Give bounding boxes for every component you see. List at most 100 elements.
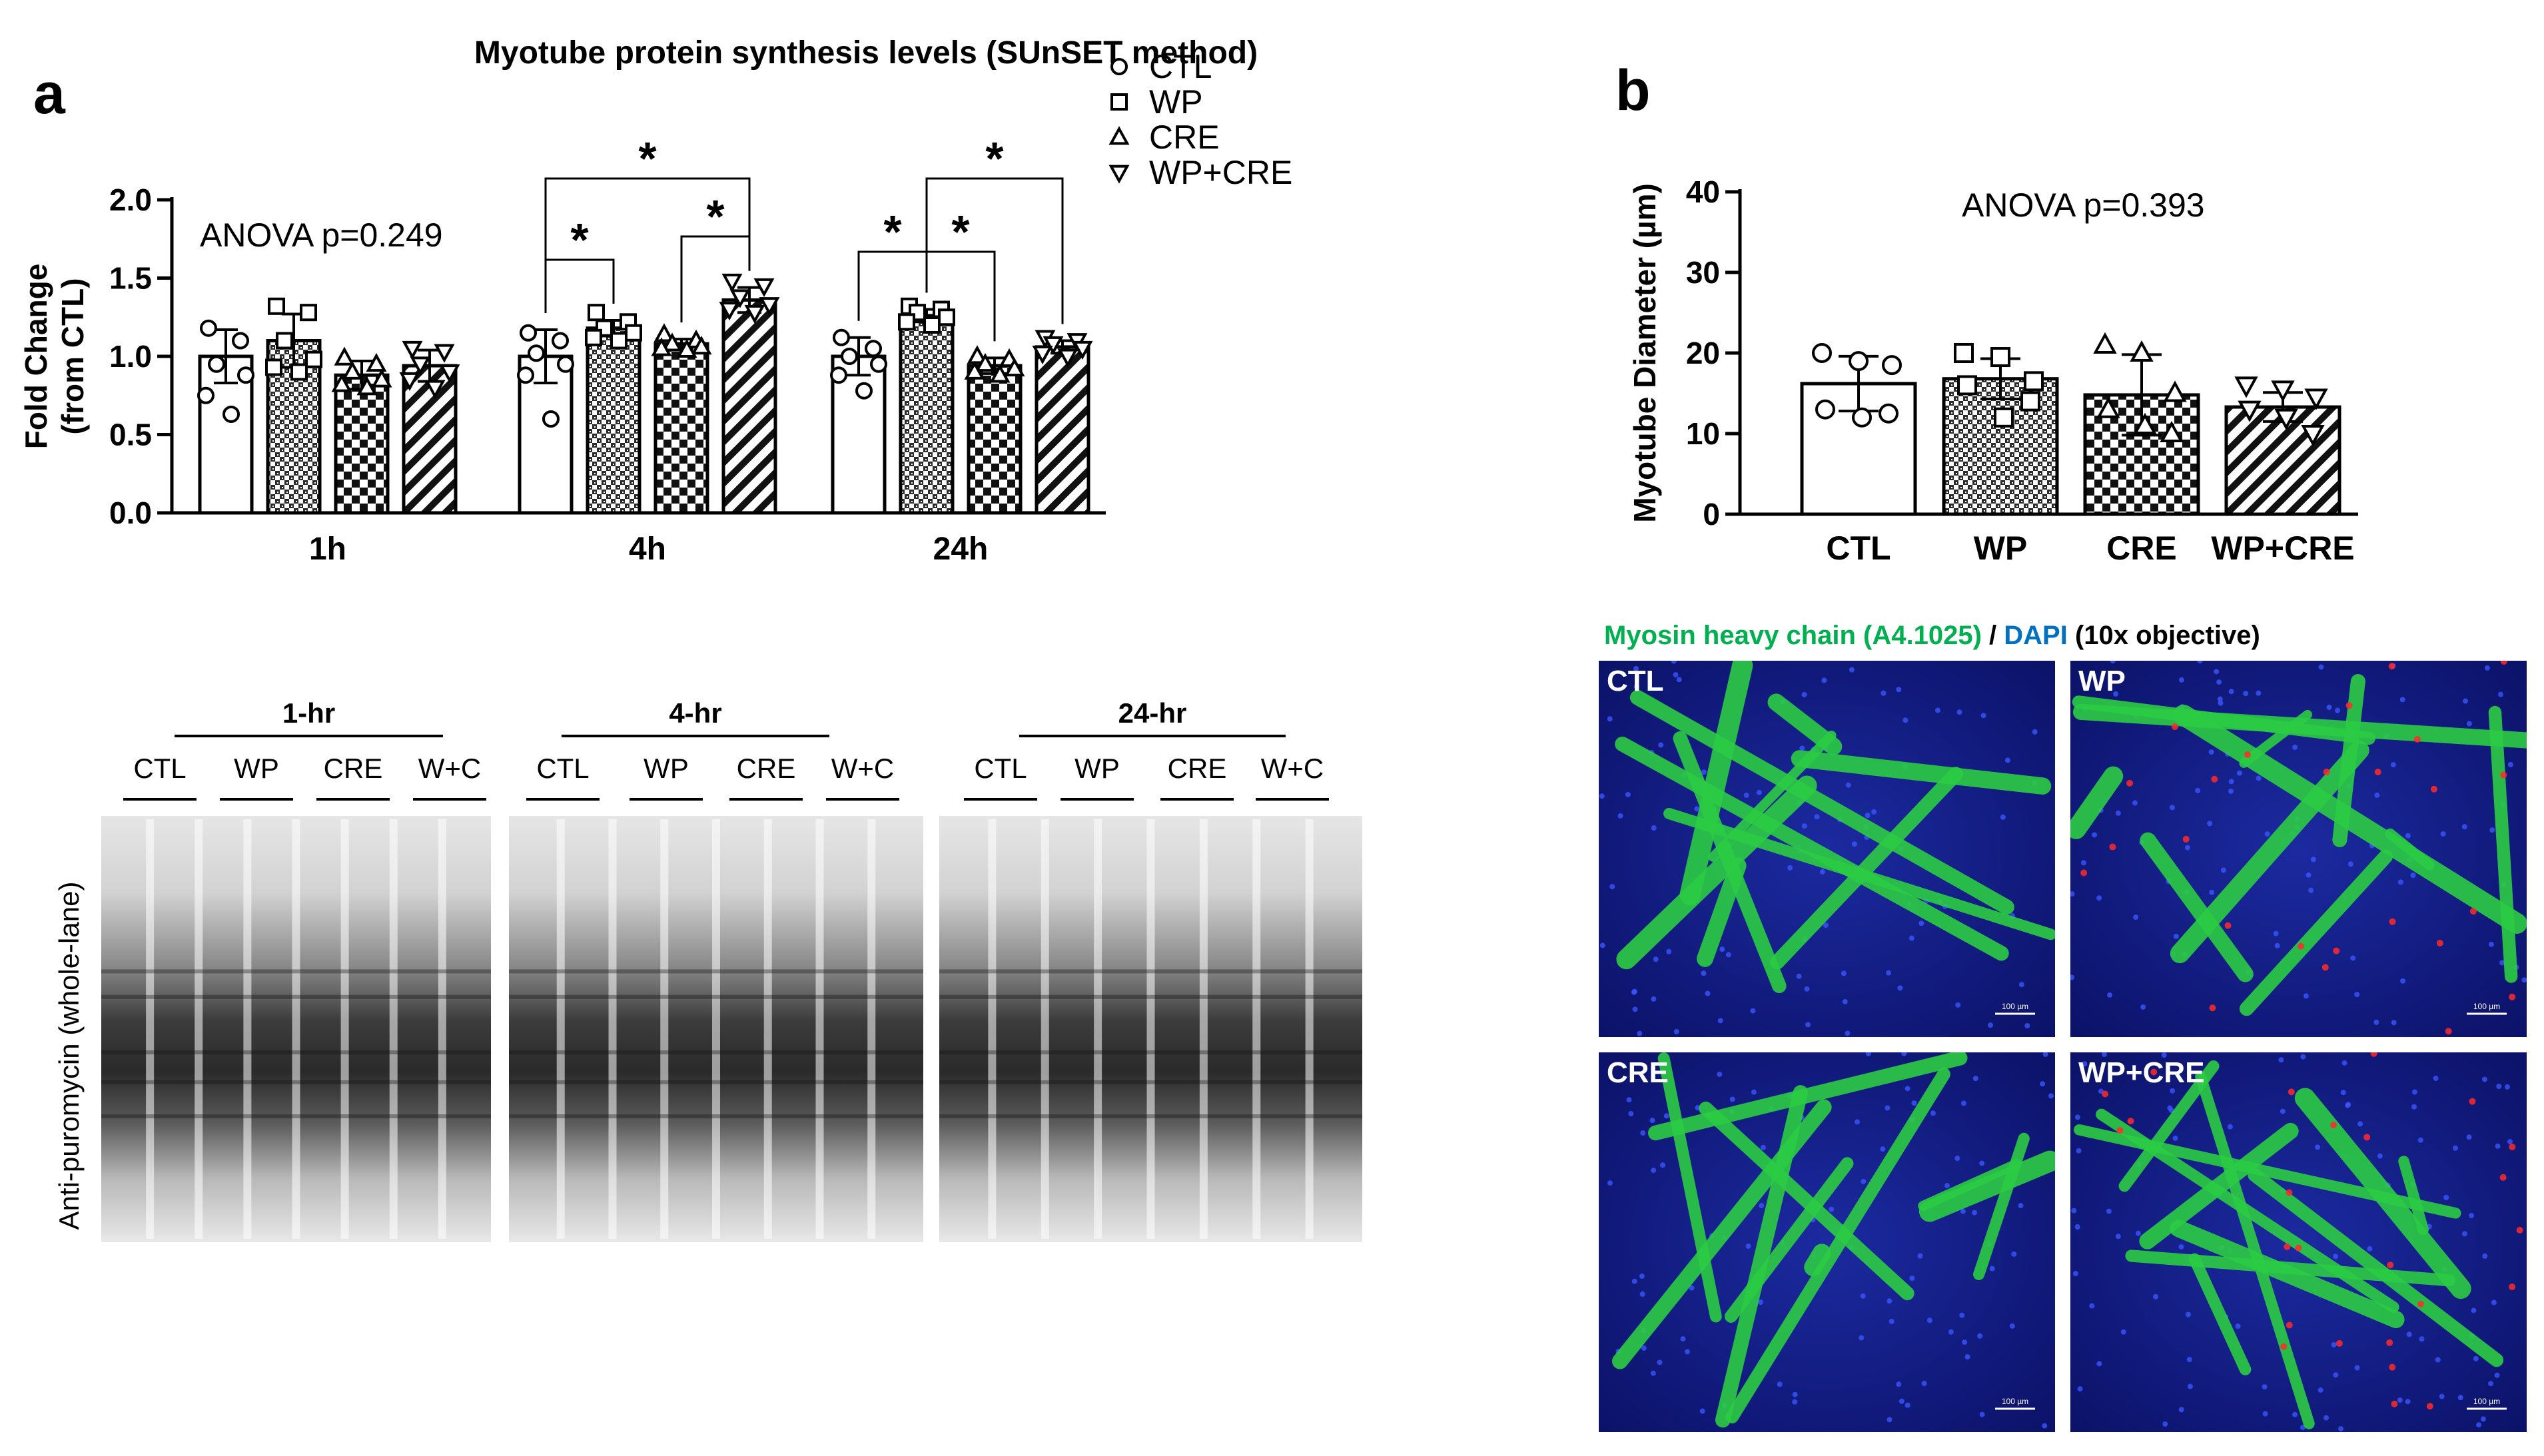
- myotube: [1615, 736, 2009, 961]
- nucleus: [1899, 1398, 1905, 1404]
- y-tick-label: 20: [1686, 336, 1720, 370]
- nucleus: [1651, 825, 1657, 831]
- data-point: [232, 332, 249, 350]
- micrograph-content: [1599, 661, 2055, 1037]
- nucleus: [1959, 1312, 1965, 1318]
- nucleus: [2018, 1203, 2024, 1209]
- nucleus: [1599, 942, 1605, 948]
- blot-lane-gap: [660, 819, 669, 1239]
- y-axis-label: Myotube Diameter (µm): [1627, 183, 1662, 523]
- myotube: [1657, 1052, 1722, 1323]
- panel-b-letter: b: [1615, 59, 1651, 123]
- nucleus: [2220, 867, 2226, 873]
- data-point: [2024, 371, 2044, 392]
- data-point: [2301, 424, 2325, 447]
- nucleus: [2507, 1139, 2513, 1145]
- data-point: [625, 324, 642, 342]
- mhc-label: Myosin heavy chain (A4.1025): [1604, 621, 1982, 650]
- nucleus: [1805, 1022, 1811, 1028]
- scale-bar-label: 100 µm: [2002, 1397, 2028, 1406]
- data-point: [552, 332, 569, 350]
- myotube: [2140, 832, 2254, 982]
- data-point: [1812, 343, 1832, 363]
- red-signal: [2280, 1343, 2288, 1350]
- myotube: [2170, 740, 2369, 964]
- nucleus: [1633, 665, 1639, 671]
- blot-lane-gap: [340, 819, 349, 1239]
- nucleus: [1889, 1318, 1895, 1324]
- micrograph-ctl: CTL 100 µm: [1599, 661, 2055, 1037]
- nucleus: [1799, 745, 1805, 751]
- myotube: [2173, 704, 2527, 934]
- data-point: [833, 328, 850, 346]
- nucleus: [2228, 788, 2234, 794]
- red-signal: [2469, 908, 2477, 915]
- nucleus: [2481, 1076, 2487, 1082]
- blot-lane-gap: [146, 819, 155, 1239]
- nucleus: [1729, 1096, 1735, 1102]
- red-signal: [2224, 922, 2232, 929]
- blot-lane-gap: [1199, 819, 1208, 1239]
- blot-band: [101, 994, 491, 999]
- data-point: [237, 366, 254, 384]
- nucleus: [1972, 1076, 1978, 1082]
- data-point: [2093, 332, 2117, 354]
- myotube: [1708, 730, 1837, 862]
- nucleus: [1960, 1208, 1966, 1214]
- myotube: [2488, 705, 2518, 983]
- nucleus: [2070, 974, 2075, 980]
- nucleus: [1955, 1002, 1961, 1008]
- nucleus: [1849, 667, 1855, 673]
- nucleus: [1821, 677, 1827, 683]
- nucleus: [2399, 697, 2405, 703]
- myotube: [2398, 1156, 2429, 1236]
- red-signal: [2436, 939, 2443, 946]
- red-signal: [2509, 1283, 2516, 1291]
- stain-separator: /: [1982, 621, 2004, 650]
- blot-band: [939, 1114, 1362, 1118]
- nucleus: [1676, 677, 1682, 683]
- data-point: [1815, 399, 1835, 420]
- nucleus: [1705, 990, 1711, 996]
- nucleus: [2106, 1208, 2112, 1214]
- nucleus: [2466, 721, 2472, 727]
- nucleus: [2280, 1108, 2286, 1114]
- nucleus: [2172, 1135, 2178, 1141]
- data-point: [744, 304, 765, 324]
- nucleus: [2185, 1311, 2191, 1317]
- blot-band: [939, 1080, 1362, 1084]
- nucleus: [1717, 1018, 1723, 1024]
- anova-annotation-a: ANOVA p=0.249: [200, 216, 443, 254]
- nucleus: [1694, 806, 1700, 812]
- nucleus: [1651, 996, 1657, 1002]
- data-point: [938, 308, 955, 326]
- nucleus: [2161, 1052, 2167, 1058]
- nucleus: [2341, 1060, 2347, 1066]
- legend-label: CRE: [1149, 119, 1220, 156]
- blot-lane-gap: [712, 819, 720, 1239]
- myotube: [2188, 1253, 2252, 1375]
- data-point: [1004, 357, 1025, 377]
- nucleus: [2115, 810, 2121, 816]
- blot-lane-gap: [292, 819, 300, 1239]
- nucleus: [1684, 1349, 1690, 1355]
- data-point: [276, 332, 293, 350]
- blot-lane-gap: [1041, 819, 1049, 1239]
- data-point: [855, 382, 873, 400]
- nucleus: [2153, 1293, 2159, 1299]
- micrograph-content: [2070, 661, 2527, 1037]
- nucleus: [1701, 970, 1707, 976]
- micrograph-label: WP+CRE: [2078, 1056, 2204, 1089]
- blot-lane-label: W+C: [831, 753, 895, 784]
- myotube: [1647, 1052, 1968, 1141]
- blot-lane-label: WP: [1074, 753, 1120, 784]
- blot-band: [939, 994, 1362, 999]
- data-point: [651, 337, 672, 356]
- y-tick-label: 30: [1686, 255, 1720, 290]
- red-signal: [2171, 723, 2178, 731]
- data-point: [2234, 376, 2258, 398]
- nucleus: [2080, 860, 2086, 866]
- data-point: [342, 360, 363, 380]
- nucleus: [1987, 1022, 1993, 1028]
